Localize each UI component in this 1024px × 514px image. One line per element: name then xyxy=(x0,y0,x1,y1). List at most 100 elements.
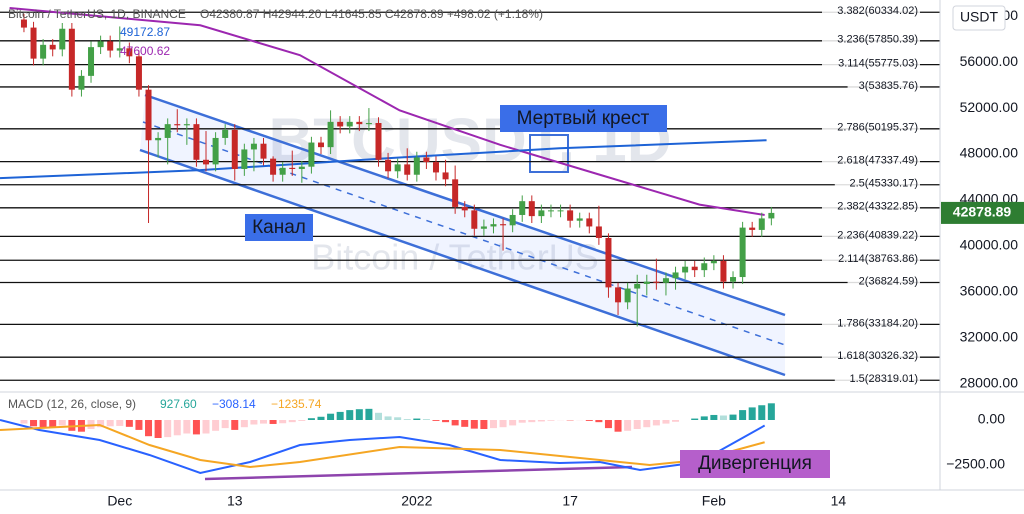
macd-legend: 927.60 xyxy=(160,397,197,411)
label-bg xyxy=(822,349,920,365)
candle-body xyxy=(183,124,190,126)
candle-body xyxy=(519,201,526,215)
histogram-bar xyxy=(355,409,363,421)
fib-label: 2.382(43322.85) xyxy=(837,201,918,213)
candle-body xyxy=(682,266,689,273)
candle-body xyxy=(298,166,305,169)
x-tick-label: 13 xyxy=(227,493,243,509)
candle-body xyxy=(547,210,554,212)
histogram-bar xyxy=(192,420,200,435)
candle-body xyxy=(586,218,593,227)
currency-button[interactable] xyxy=(952,5,1006,31)
candle-body xyxy=(394,164,401,172)
candle-body xyxy=(662,278,669,283)
currency[interactable]: USDT xyxy=(960,9,999,25)
histogram-bar xyxy=(279,420,287,424)
candle-body xyxy=(308,142,315,167)
candle-body xyxy=(270,158,277,175)
histogram-bar xyxy=(20,420,28,424)
candle-body xyxy=(624,288,631,303)
histogram-bar xyxy=(729,414,737,421)
histogram-bar xyxy=(489,420,497,429)
x-tick-label: Feb xyxy=(702,493,726,509)
y-tick-label: 56000.00 xyxy=(960,53,1019,69)
histogram-bar xyxy=(231,420,239,430)
histogram-bar xyxy=(365,408,373,421)
candle-body xyxy=(30,27,37,59)
candle-body xyxy=(758,218,765,230)
annotation: Мертвый крест xyxy=(517,108,650,129)
histogram-bar xyxy=(413,418,421,421)
histogram-bar xyxy=(470,420,478,429)
candle-body xyxy=(68,28,75,90)
histogram-bar xyxy=(528,420,536,423)
fib-label: 1.786(33184.20) xyxy=(837,317,918,329)
label-bg xyxy=(822,32,920,48)
candle-body xyxy=(432,162,439,173)
histogram-bar xyxy=(662,420,670,424)
label-bg xyxy=(822,228,920,244)
candle-body xyxy=(78,75,85,90)
histogram-bar xyxy=(125,420,133,427)
histogram-bar xyxy=(327,413,335,421)
histogram-bar xyxy=(700,416,708,421)
label-bg xyxy=(834,372,920,388)
candle-body xyxy=(768,212,775,219)
candle-body xyxy=(116,48,123,51)
candle-body xyxy=(509,214,516,226)
candle-body xyxy=(20,19,27,28)
histogram-bar xyxy=(442,420,450,423)
fib-label: 2.5(45330.17) xyxy=(850,178,919,190)
histogram-bar xyxy=(298,420,306,421)
annotation: Канал xyxy=(252,217,306,238)
histogram-bar xyxy=(499,420,507,428)
candle-body xyxy=(605,237,612,288)
candle-body xyxy=(241,149,248,169)
legend-value: 47600.62 xyxy=(120,44,170,58)
fib-label: 2.236(40839.22) xyxy=(837,229,918,241)
annotation-box xyxy=(680,450,830,478)
histogram-bar xyxy=(336,411,344,421)
candle-body xyxy=(346,121,353,127)
label-bg xyxy=(822,153,920,169)
annotation-box xyxy=(245,214,313,241)
candle-body xyxy=(49,44,56,50)
candle-body xyxy=(231,129,238,169)
candle-body xyxy=(327,121,334,148)
fib-label: 3.382(60334.02) xyxy=(837,5,918,17)
histogram-bar xyxy=(317,416,325,421)
histogram-bar xyxy=(643,420,651,428)
histogram-bar xyxy=(164,420,172,438)
candle-body xyxy=(634,283,641,289)
fib-label: 3.236(57850.39) xyxy=(837,34,918,46)
legend-value: 49172.87 xyxy=(120,25,170,39)
candle-body xyxy=(480,226,487,229)
histogram-bar xyxy=(767,403,775,421)
label-bg xyxy=(822,56,920,72)
histogram-bar xyxy=(250,420,258,425)
candle-body xyxy=(174,124,181,126)
histogram-bar xyxy=(509,420,517,426)
candle-body xyxy=(40,44,47,59)
y-tick-label: 32000.00 xyxy=(960,329,1019,345)
histogram-bar xyxy=(604,420,612,429)
histogram-bar xyxy=(595,420,603,423)
candle-body xyxy=(375,123,382,160)
header: Bitcoin / TetherUS, 1D, BINANCE O42380.8… xyxy=(8,7,543,58)
histogram-bar xyxy=(106,420,114,427)
divergence-line xyxy=(204,465,633,481)
candle-body xyxy=(385,159,392,172)
histogram-bar xyxy=(212,420,220,431)
histogram-bar xyxy=(346,410,354,421)
y-tick-label: 52000.00 xyxy=(960,99,1019,115)
candle-body xyxy=(203,159,210,165)
candle-body xyxy=(691,266,698,271)
y-tick-label: 48000.00 xyxy=(960,145,1019,161)
histogram-bar xyxy=(422,419,430,421)
candle-body xyxy=(337,121,344,127)
histogram-bar xyxy=(307,418,315,421)
candle-body xyxy=(107,41,114,51)
ohlc: O42380.87 H42944.20 L41645.85 C42878.89 … xyxy=(200,7,543,21)
candle-body xyxy=(289,167,296,169)
y-tick-label: 36000.00 xyxy=(960,283,1019,299)
